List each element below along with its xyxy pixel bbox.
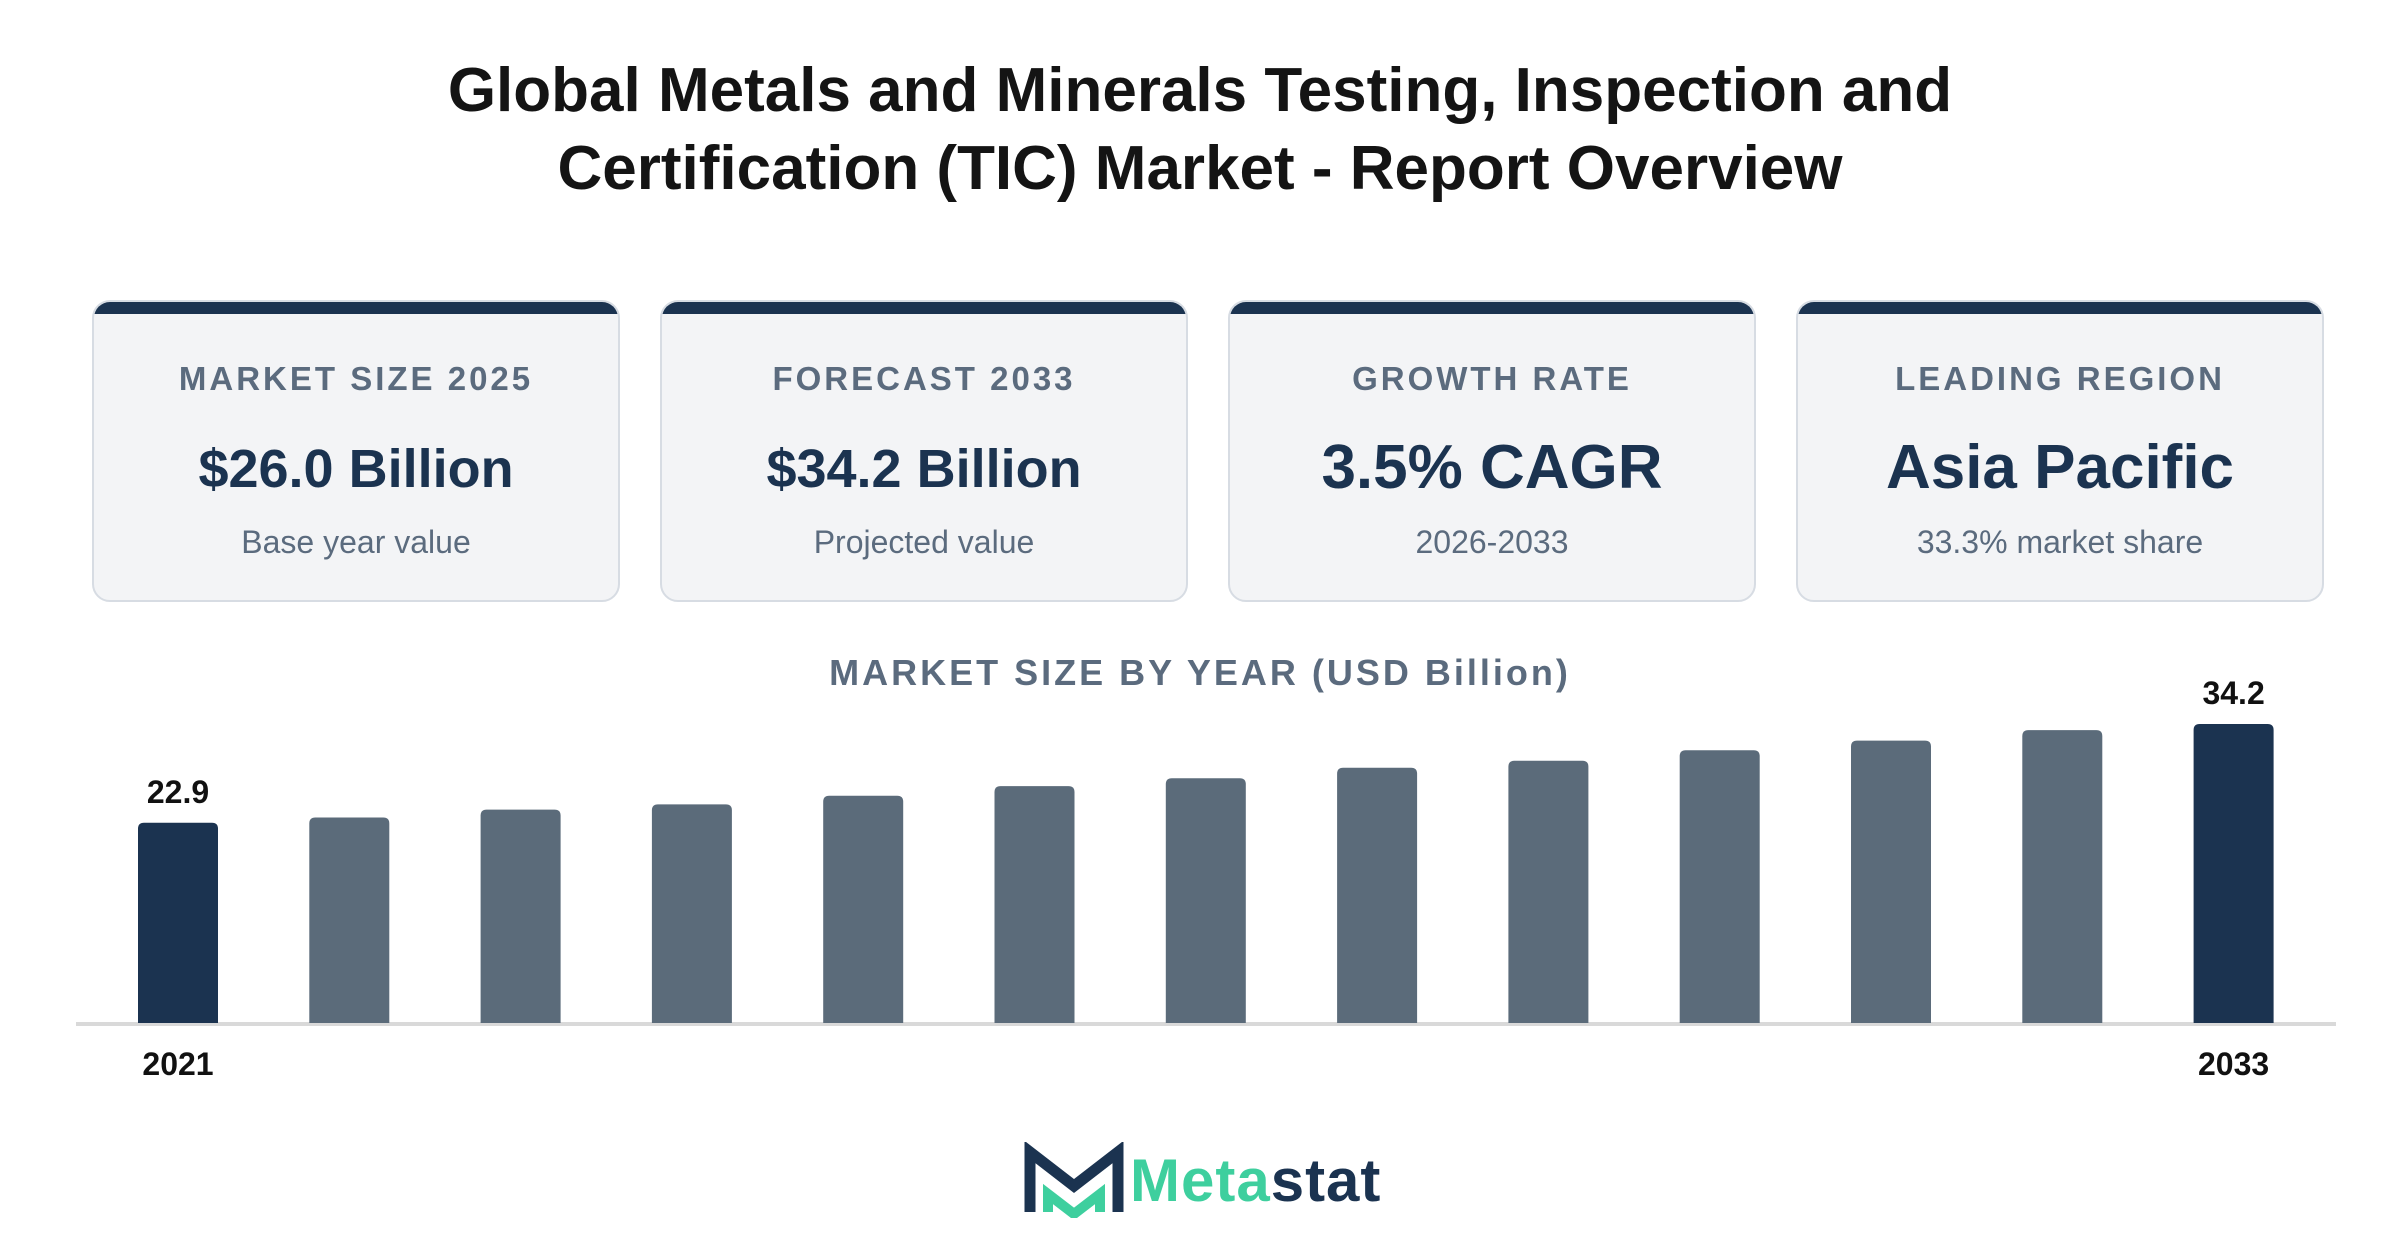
bar-2025: [823, 795, 904, 1023]
bar-2026: [994, 786, 1075, 1023]
card-label: MARKET SIZE 2025: [178, 360, 534, 397]
growth-rate-card: GROWTH RATE 3.5% CAGR 2026-2033: [1228, 300, 1756, 602]
title-line-1: Global Metals and Minerals Testing, Insp…: [447, 56, 1953, 125]
card-subtext: Base year value: [241, 524, 471, 560]
bar-2029: [1508, 760, 1589, 1023]
bar-value-label-2021: 22.9: [147, 774, 209, 810]
bar-2027: [1165, 778, 1246, 1023]
card-value: Asia Pacific: [1885, 433, 2235, 502]
card-label: GROWTH RATE: [1352, 360, 1632, 397]
bar-2033: [2193, 724, 2274, 1023]
chart-title: MARKET SIZE BY YEAR (USD Billion): [829, 652, 1571, 693]
page-title: Global Metals and Minerals Testing, Insp…: [0, 52, 2400, 208]
bar-2028: [1337, 767, 1418, 1023]
market-size-card: MARKET SIZE 2025 $26.0 Billion Base year…: [92, 300, 620, 602]
logo-wordmark: Metastat: [1130, 1146, 1382, 1214]
metastat-logo: Metastat: [1024, 1140, 1381, 1220]
card-label: LEADING REGION: [1895, 360, 2225, 397]
bar-2032: [2022, 730, 2103, 1023]
bar-2022: [309, 817, 390, 1023]
x-tick-label-2033: 2033: [2198, 1046, 2269, 1082]
card-subtext: 2026-2033: [1415, 524, 1569, 560]
card-subtext: 33.3% market share: [1916, 524, 2204, 560]
bar-2023: [480, 809, 561, 1023]
x-tick-label-2021: 2021: [142, 1046, 213, 1082]
bar-value-label-2033: 34.2: [2202, 675, 2264, 711]
card-value: $34.2 Billion: [766, 439, 1082, 499]
card-accent-bar: [1230, 302, 1754, 314]
leading-region-card: LEADING REGION Asia Pacific 33.3% market…: [1796, 300, 2324, 602]
card-accent-bar: [1798, 302, 2322, 314]
title-line-2: Certification (TIC) Market - Report Over…: [557, 134, 1843, 203]
card-value: 3.5% CAGR: [1321, 433, 1663, 502]
card-subtext: Projected value: [813, 524, 1035, 560]
card-label: FORECAST 2033: [772, 360, 1076, 397]
stat-cards: MARKET SIZE 2025 $26.0 Billion Base year…: [92, 300, 2324, 602]
card-accent-bar: [662, 302, 1186, 314]
card-value: $26.0 Billion: [198, 439, 514, 499]
card-accent-bar: [94, 302, 618, 314]
bar-2021: [138, 822, 218, 1023]
metastat-logo-mark-icon: [1024, 1142, 1124, 1218]
bar-2030: [1679, 750, 1760, 1023]
forecast-card: FORECAST 2033 $34.2 Billion Projected va…: [660, 300, 1188, 602]
bar-2031: [1851, 740, 1931, 1023]
bar-2024: [651, 804, 732, 1023]
